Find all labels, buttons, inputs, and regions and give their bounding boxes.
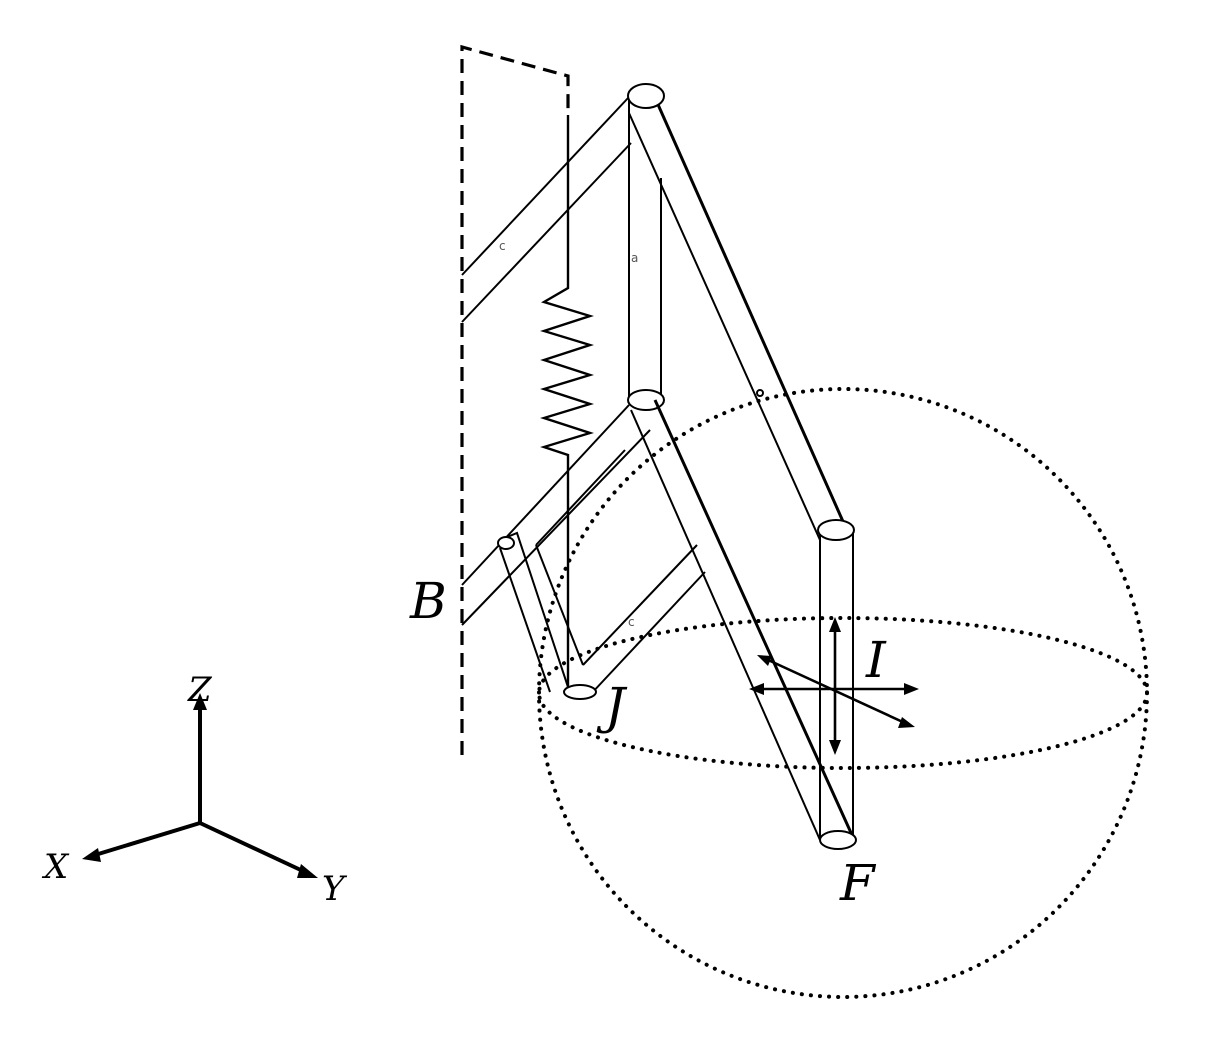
sphere-equator <box>537 616 1149 770</box>
lower-arm-joint <box>497 536 515 550</box>
upper-arm-mark: c <box>499 239 506 253</box>
vertical-link: a <box>628 97 662 400</box>
force-arrows <box>749 617 919 755</box>
axis-label-z: Z <box>187 670 213 710</box>
elbow-joint <box>817 519 855 541</box>
end-joint-F <box>819 830 857 850</box>
axis-label-y: Y <box>322 869 348 909</box>
mid-joint <box>627 389 665 411</box>
label-J: J <box>596 677 628 735</box>
label-I: I <box>865 631 887 689</box>
long-arm <box>628 99 847 541</box>
mounting-frame <box>460 44 570 755</box>
label-F: F <box>839 854 877 912</box>
spring <box>540 115 594 690</box>
long-arm-mark <box>756 389 764 397</box>
lower-arm: c <box>461 404 706 696</box>
lower-arm-mark: c <box>628 615 635 629</box>
vertical-link-mark: a <box>631 251 638 265</box>
upper-arm: c <box>461 96 632 323</box>
joint-J <box>563 684 597 700</box>
coordinate-axes: Z X Y <box>41 670 348 909</box>
workspace-sphere <box>537 387 1149 999</box>
label-B: B <box>409 572 447 630</box>
top-joint <box>627 83 665 109</box>
axis-label-x: X <box>41 847 70 887</box>
